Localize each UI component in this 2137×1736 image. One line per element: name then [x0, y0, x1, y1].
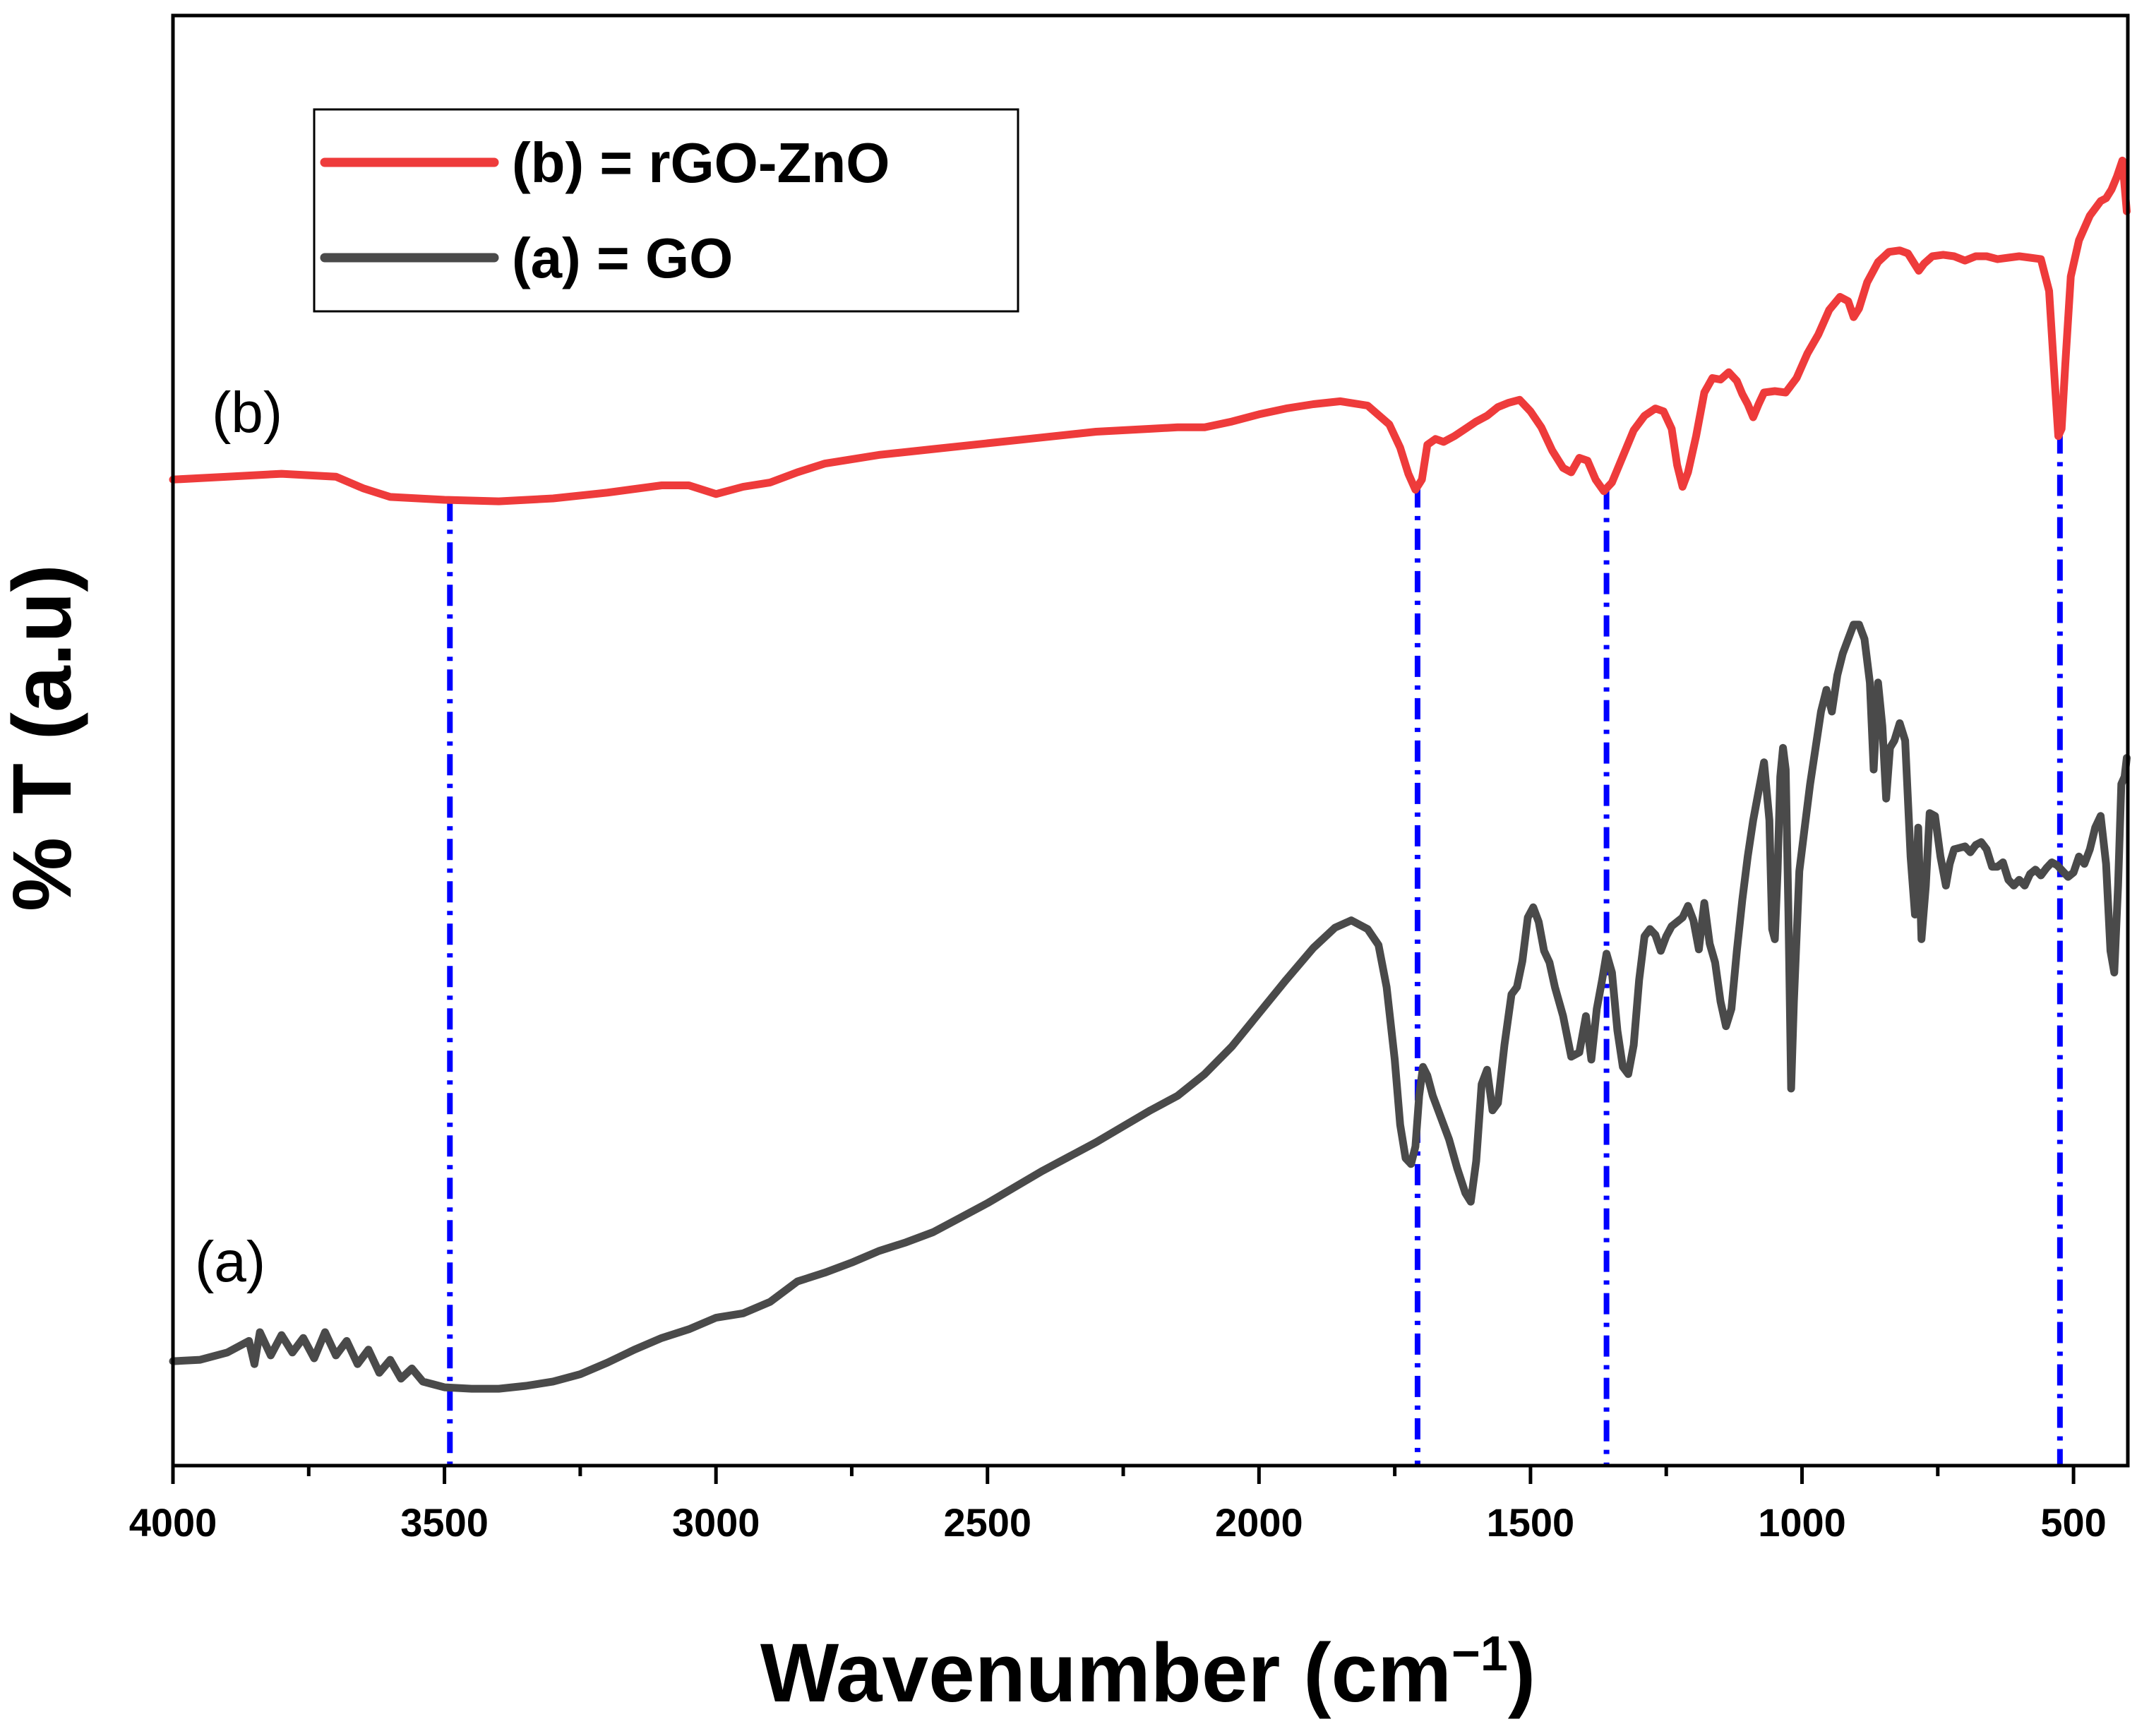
x-tick-label-500: 500	[2040, 1500, 2106, 1545]
x-tick-label-2500: 2500	[943, 1500, 1031, 1545]
series-line-go	[169, 621, 2131, 1393]
x-tick-label-1000: 1000	[1758, 1500, 1846, 1545]
x-axis-title-main: Wavenumber (cm	[760, 1627, 1451, 1720]
x-axis-title-superscript: −1	[1451, 1626, 1508, 1681]
series-line-rgo-zno	[169, 156, 2131, 505]
x-tick-label-3500: 3500	[400, 1500, 489, 1545]
x-axis-title-close: )	[1508, 1627, 1536, 1720]
x-tick-label-2000: 2000	[1215, 1500, 1303, 1545]
x-ticks: 4000 3500 3000 2500 2000 1500 1000 500	[129, 1466, 2107, 1545]
x-tick-label-4000: 4000	[129, 1500, 217, 1545]
series-group	[169, 156, 2131, 1393]
plot-frame	[171, 13, 2130, 1468]
x-tick-label-3000: 3000	[672, 1500, 760, 1545]
x-tick-label-1500: 1500	[1487, 1500, 1575, 1545]
x-axis-title: Wavenumber (cm−1)	[760, 1626, 1536, 1720]
y-axis-title: % T (a.u)	[0, 564, 89, 911]
curve-label-b: (b)	[212, 381, 282, 445]
legend: (b) = rGO-ZnO (a) = GO	[313, 108, 1019, 313]
legend-label-rgo-zno: (b) = rGO-ZnO	[512, 131, 890, 194]
curve-label-a: (a)	[195, 1230, 265, 1294]
legend-label-go: (a) = GO	[512, 227, 733, 289]
legend-box	[313, 108, 1019, 313]
reference-lines	[447, 432, 2063, 1466]
